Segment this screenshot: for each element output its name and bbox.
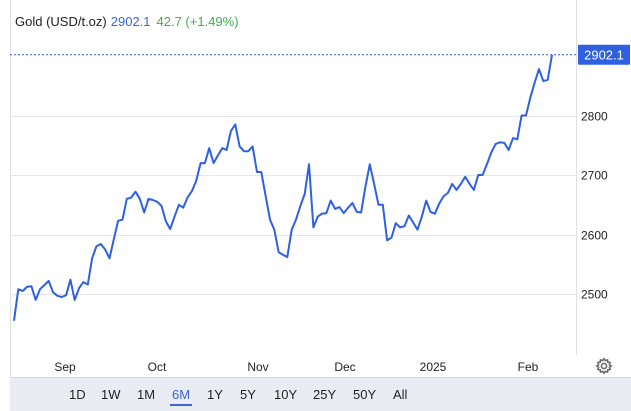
range-button-6m[interactable]: 6M bbox=[170, 386, 193, 406]
range-button-1w[interactable]: 1W bbox=[101, 387, 121, 402]
grid-lines bbox=[10, 116, 576, 295]
x-tick-label: Nov bbox=[247, 360, 268, 374]
instrument-change: 42.7 (+1.49%) bbox=[156, 14, 239, 29]
instrument-name: Gold (USD/t.oz) bbox=[15, 14, 107, 29]
range-button-50y[interactable]: 50Y bbox=[353, 387, 377, 402]
time-range-bar: 1D 1W 1M 6M 1Y 5Y 10Y 25Y 50Y All bbox=[10, 377, 631, 411]
range-button-25y[interactable]: 25Y bbox=[313, 387, 337, 402]
range-button-1m[interactable]: 1M bbox=[137, 387, 156, 402]
y-axis-labels: 2500 2600 2700 2800 bbox=[581, 110, 608, 302]
last-price-tag-bg bbox=[578, 44, 630, 65]
y-tick-label: 2800 bbox=[581, 110, 608, 124]
x-tick-label: Dec bbox=[334, 360, 355, 374]
range-button-10y[interactable]: 10Y bbox=[274, 387, 298, 402]
gear-icon bbox=[595, 357, 613, 375]
range-button-1d[interactable]: 1D bbox=[69, 387, 86, 402]
last-price-tag: 2902.1 bbox=[578, 44, 630, 65]
range-button-1y[interactable]: 1Y bbox=[207, 387, 223, 402]
last-price-tag-text: 2902.1 bbox=[584, 47, 624, 62]
range-button-all[interactable]: All bbox=[393, 387, 408, 402]
chart-settings-button[interactable] bbox=[595, 357, 613, 375]
range-button-5y[interactable]: 5Y bbox=[240, 387, 256, 402]
x-axis-labels: Sep Oct Nov Dec 2025 Feb bbox=[54, 360, 538, 374]
y-tick-label: 2500 bbox=[581, 288, 608, 302]
x-tick-label: Oct bbox=[148, 360, 167, 374]
price-chart: 2500 2600 2700 2800 Sep Oct Nov Dec 2025 Feb 290… bbox=[10, 0, 630, 377]
y-tick-label: 2700 bbox=[581, 169, 608, 183]
instrument-price: 2902.1 bbox=[110, 14, 151, 29]
chart-header: Gold (USD/t.oz) 2902.1 42.7 (+1.49%) bbox=[15, 14, 239, 29]
x-tick-label: 2025 bbox=[420, 360, 447, 374]
x-tick-label: Sep bbox=[54, 360, 76, 374]
price-series-line bbox=[13, 54, 553, 321]
x-tick-label: Feb bbox=[518, 360, 539, 374]
y-tick-label: 2600 bbox=[581, 229, 608, 243]
